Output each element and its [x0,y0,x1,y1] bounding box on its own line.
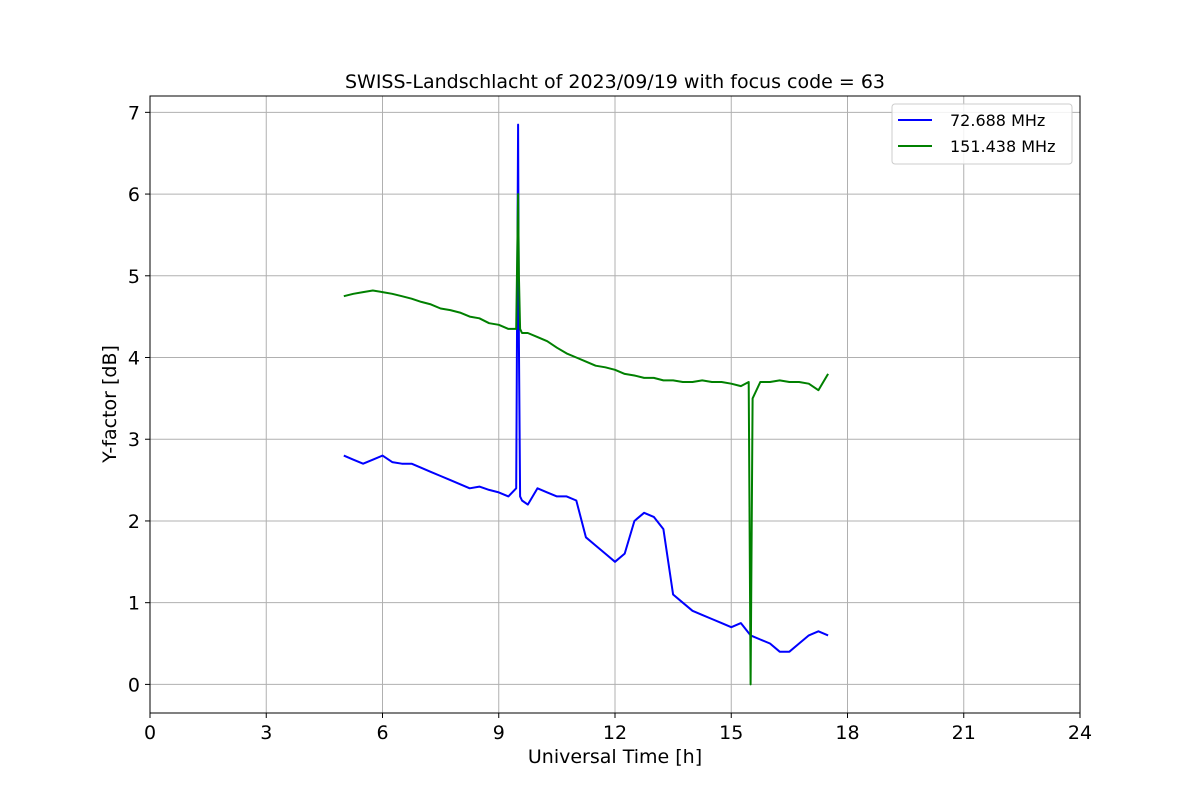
legend: 72.688 MHz 151.438 MHz [891,103,1073,165]
legend-label: 72.688 MHz [950,111,1045,130]
x-tick-label: 18 [835,722,859,744]
y-axis-label: Y-factor [dB] [99,345,121,464]
x-tick-label: 12 [603,722,627,744]
series-layer [343,123,829,686]
y-tick-label: 6 [128,184,140,206]
chart-title: SWISS-Landschlacht of 2023/09/19 with fo… [345,71,885,93]
series-line-2 [343,193,829,686]
x-tick-label: 6 [376,722,388,744]
x-axis: 0 3 6 9 12 15 18 21 24 [144,713,1092,744]
y-tick-label: 2 [128,511,140,533]
y-tick-label: 3 [128,429,140,451]
x-tick-label: 24 [1068,722,1092,744]
legend-label: 151.438 MHz [950,137,1055,156]
y-axis: 0 1 2 3 4 5 6 7 [128,102,150,696]
y-tick-label: 0 [128,674,140,696]
legend-box [891,103,1073,165]
y-tick-label: 4 [128,348,140,370]
x-tick-label: 9 [493,722,505,744]
y-tick-label: 7 [128,102,140,124]
y-tick-label: 1 [128,593,140,615]
x-tick-label: 0 [144,722,156,744]
x-tick-label: 21 [952,722,976,744]
series-line-1 [343,123,829,653]
x-axis-label: Universal Time [h] [528,746,702,768]
y-tick-label: 5 [128,266,140,288]
x-tick-label: 15 [719,722,743,744]
x-tick-label: 3 [260,722,272,744]
